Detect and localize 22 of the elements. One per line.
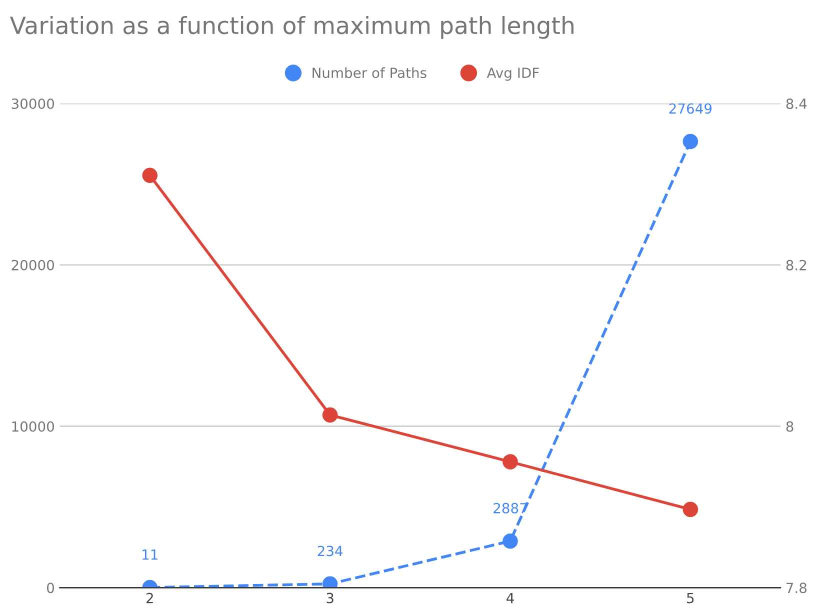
point [142, 168, 158, 183]
y-tick-label: 30000 [12, 98, 54, 110]
x-tick-label: 5 [687, 592, 694, 604]
x-tick-label: 2 [146, 592, 153, 604]
y2-tick-label: 8.2 [786, 260, 806, 270]
chart-title: Variation as a function of maximum path length [10, 16, 574, 39]
x-tick-label: 3 [326, 592, 334, 604]
legend-label: Avg IDF [486, 68, 539, 81]
y2-tick-label: 8.4 [786, 98, 807, 110]
x-tick-label: 4 [506, 592, 514, 604]
y-tick-label: 0 [47, 582, 54, 594]
point [502, 454, 518, 470]
y2-tick-label: 7.8 [786, 582, 807, 594]
point [682, 502, 698, 518]
data-label: 27649 [669, 103, 712, 114]
point [322, 407, 338, 423]
legend-label: Number of Paths [312, 67, 426, 78]
data-label: 234 [318, 546, 343, 556]
y-tick-label: 20000 [12, 260, 54, 270]
y2-tick-label: 8 [786, 421, 794, 432]
data-label: 11 [142, 549, 158, 560]
y-tick-label: 10000 [12, 421, 54, 432]
